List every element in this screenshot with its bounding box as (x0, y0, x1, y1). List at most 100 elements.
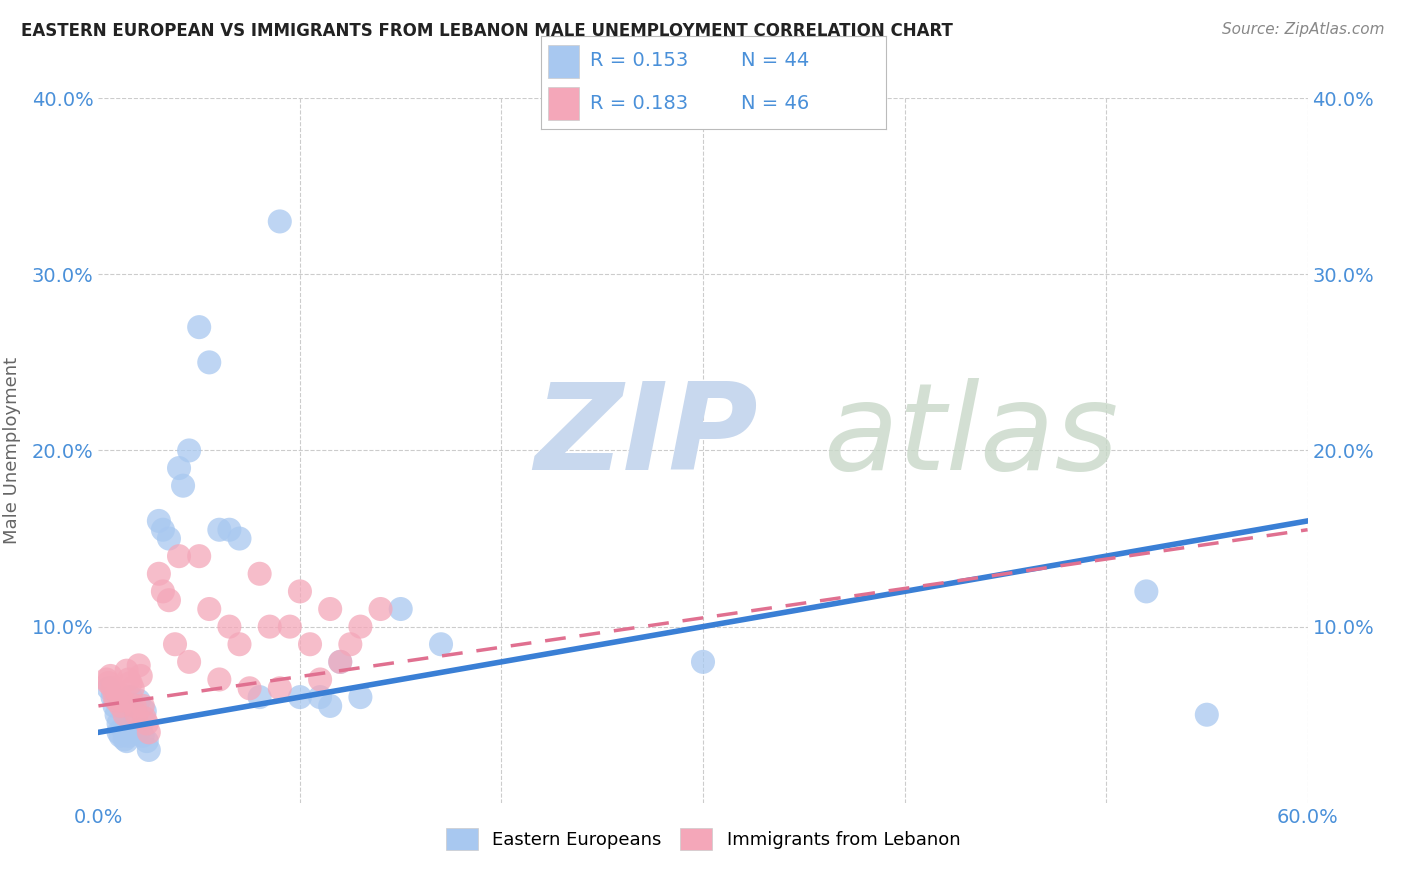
Point (138, 725, 160, 739)
Y-axis label: Male Unemployment: Male Unemployment (3, 357, 21, 544)
Point (319, 698, 342, 713)
Point (132, 698, 155, 713)
Point (172, 478, 194, 492)
Point (120, 690, 142, 705)
Point (329, 655, 352, 669)
Text: atlas: atlas (824, 378, 1119, 495)
Point (114, 732, 136, 747)
Point (208, 673, 231, 687)
Point (110, 698, 132, 713)
Point (167, 461, 190, 475)
Point (148, 514, 170, 528)
Point (309, 673, 332, 687)
Point (269, 681, 291, 696)
Point (148, 566, 170, 581)
Point (288, 690, 311, 705)
Point (188, 549, 211, 564)
Point (129, 722, 152, 736)
Point (111, 693, 134, 707)
Point (198, 602, 221, 616)
Point (259, 619, 281, 633)
Point (349, 619, 371, 633)
Legend: Eastern Europeans, Immigrants from Lebanon: Eastern Europeans, Immigrants from Leban… (439, 821, 967, 857)
Text: N = 46: N = 46 (741, 94, 810, 112)
Point (249, 690, 271, 705)
Point (157, 532, 180, 546)
Point (134, 704, 156, 718)
Point (218, 619, 240, 633)
Point (105, 707, 128, 722)
Point (239, 681, 262, 696)
Point (188, 320, 211, 334)
Point (121, 681, 143, 696)
Point (179, 443, 201, 458)
Point (125, 725, 148, 739)
Point (135, 734, 157, 748)
Point (370, 602, 392, 616)
Point (97, 676, 120, 690)
Point (124, 707, 146, 722)
Point (179, 655, 201, 669)
Point (115, 734, 138, 748)
Point (228, 532, 250, 546)
Point (118, 673, 141, 687)
Point (228, 637, 250, 651)
Point (96, 673, 118, 687)
Point (349, 690, 371, 705)
Point (128, 658, 150, 673)
Point (111, 722, 134, 736)
Point (389, 602, 412, 616)
Point (107, 687, 129, 701)
Point (118, 729, 141, 743)
Point (101, 681, 124, 696)
FancyBboxPatch shape (548, 45, 579, 78)
Point (163, 637, 186, 651)
Point (107, 716, 129, 731)
Point (107, 725, 129, 739)
Point (101, 690, 124, 705)
Text: R = 0.183: R = 0.183 (589, 94, 688, 112)
Point (278, 619, 301, 633)
Text: R = 0.153: R = 0.153 (589, 52, 688, 70)
Point (692, 655, 714, 669)
Point (157, 593, 180, 607)
Point (100, 669, 122, 683)
FancyBboxPatch shape (548, 87, 579, 120)
Point (103, 698, 125, 713)
Point (135, 716, 157, 731)
Point (114, 707, 136, 722)
Text: Source: ZipAtlas.com: Source: ZipAtlas.com (1222, 22, 1385, 37)
Point (138, 743, 160, 757)
Point (249, 566, 271, 581)
Point (198, 355, 221, 369)
Point (129, 669, 152, 683)
Point (329, 655, 352, 669)
Point (167, 549, 190, 564)
Point (120, 676, 142, 690)
Point (128, 693, 150, 707)
Point (269, 214, 291, 228)
Point (103, 690, 125, 705)
Point (430, 637, 453, 651)
Point (299, 637, 322, 651)
Point (339, 637, 361, 651)
Text: N = 44: N = 44 (741, 52, 810, 70)
Point (208, 523, 231, 537)
Text: EASTERN EUROPEAN VS IMMIGRANTS FROM LEBANON MALE UNEMPLOYMENT CORRELATION CHART: EASTERN EUROPEAN VS IMMIGRANTS FROM LEBA… (21, 22, 953, 40)
Point (152, 523, 174, 537)
Point (124, 698, 146, 713)
Point (218, 523, 240, 537)
Point (152, 584, 174, 599)
Text: ZIP: ZIP (534, 378, 758, 495)
Point (97, 681, 120, 696)
Point (319, 602, 342, 616)
Point (132, 729, 155, 743)
Point (125, 707, 148, 722)
Point (105, 693, 128, 707)
Point (1195, 707, 1218, 722)
Point (121, 698, 143, 713)
Point (309, 690, 332, 705)
Point (110, 729, 132, 743)
Point (1135, 584, 1157, 599)
Point (115, 664, 138, 678)
